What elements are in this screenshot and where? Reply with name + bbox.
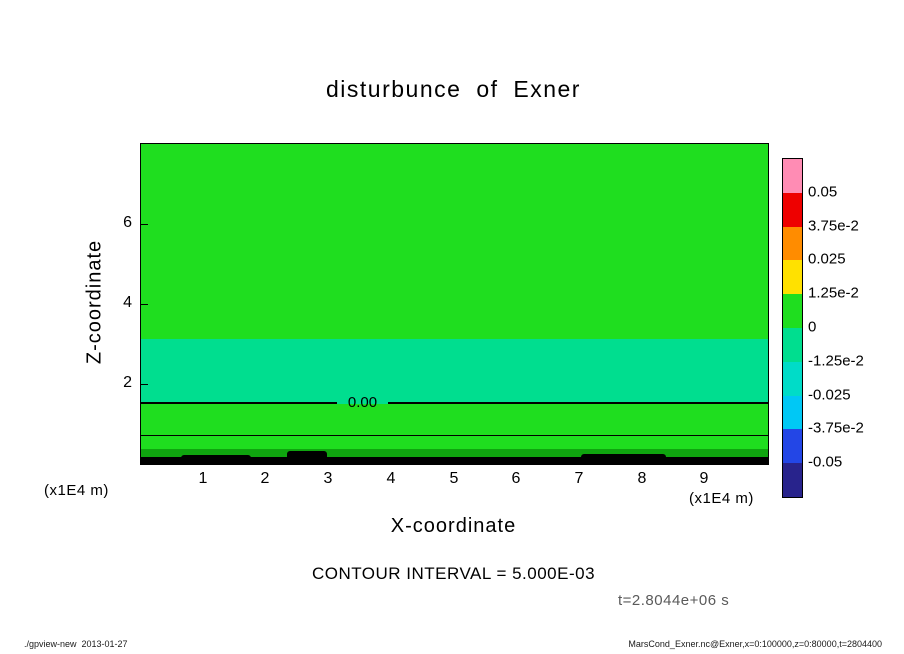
x-tick-mark xyxy=(204,457,205,464)
x-unit-label-right: (x1E4 m) xyxy=(689,490,754,507)
x-tick-label: 7 xyxy=(574,470,584,487)
y-tick-mark xyxy=(141,304,148,305)
shade-band-upper xyxy=(141,144,768,339)
colorbar-label: 3.75e-2 xyxy=(808,217,859,235)
surface-black-blob xyxy=(181,455,251,458)
y-tick-mark xyxy=(141,224,148,225)
time-caption: t=2.8044e+06 s xyxy=(618,592,730,609)
x-tick-mark xyxy=(580,457,581,464)
x-tick-mark xyxy=(392,457,393,464)
x-tick-mark xyxy=(266,457,267,464)
plot-area: 0.00 xyxy=(140,143,769,465)
colorbar-label: -3.75e-2 xyxy=(808,419,864,437)
x-tick-label: 9 xyxy=(699,470,709,487)
colorbar-cell xyxy=(783,260,802,295)
y-tick-label: 2 xyxy=(123,374,132,391)
colorbar-label: 0 xyxy=(808,318,817,336)
colorbar-labels: 0.05 3.75e-2 0.025 1.25e-2 0 -1.25e-2 -0… xyxy=(808,158,900,496)
colorbar-label: -0.025 xyxy=(808,386,851,404)
x-tick-mark xyxy=(517,457,518,464)
contour-line-minus-005 xyxy=(141,435,768,436)
x-tick-mark xyxy=(455,457,456,464)
x-tick-label: 1 xyxy=(198,470,208,487)
footer-program-date: ./gpview-new 2013-01-27 xyxy=(24,639,128,649)
y-tick-label: 6 xyxy=(123,214,132,231)
colorbar-cell xyxy=(783,429,802,464)
x-axis-tick-labels: 1 2 3 4 5 6 7 8 9 xyxy=(140,469,767,489)
colorbar-cell xyxy=(783,159,802,193)
colorbar-cell xyxy=(783,395,802,430)
colorbar-label: 1.25e-2 xyxy=(808,284,859,302)
y-axis-title: Z-coordinate xyxy=(83,239,106,365)
y-tick-mark xyxy=(141,384,148,385)
colorbar-label: 0.025 xyxy=(808,250,846,268)
plot-title: disturbunce of Exner xyxy=(326,76,581,102)
colorbar-cell xyxy=(783,294,802,328)
x-tick-mark xyxy=(643,457,644,464)
surface-black-blob xyxy=(581,454,666,458)
zero-contour-label: 0.00 xyxy=(347,394,378,411)
x-tick-label: 4 xyxy=(386,470,396,487)
shade-band-middle xyxy=(141,339,768,404)
y-tick-label: 4 xyxy=(123,294,132,311)
contour-interval-caption: CONTOUR INTERVAL = 5.000E-03 xyxy=(311,564,596,583)
colorbar-label: -1.25e-2 xyxy=(808,352,864,370)
colorbar-cell xyxy=(783,226,802,261)
footer-data-source: MarsCond_Exner.nc@Exner,x=0:100000,z=0:8… xyxy=(628,639,882,649)
x-unit-label-left: (x1E4 m) xyxy=(44,482,109,499)
x-tick-mark xyxy=(705,457,706,464)
zero-contour-line xyxy=(141,402,337,404)
zero-contour-line xyxy=(388,402,768,404)
shade-band-surface-black xyxy=(141,457,768,464)
colorbar-label: 0.05 xyxy=(808,183,838,201)
x-tick-label: 2 xyxy=(260,470,270,487)
x-tick-label: 8 xyxy=(637,470,647,487)
surface-black-blob xyxy=(287,451,327,458)
x-tick-label: 3 xyxy=(323,470,333,487)
colorbar-cell xyxy=(783,327,802,362)
shade-band-dark-green xyxy=(141,449,768,458)
y-axis-tick-labels: 6 4 2 xyxy=(104,143,132,463)
colorbar-cell xyxy=(783,192,802,227)
colorbar xyxy=(782,158,803,498)
x-tick-mark xyxy=(329,457,330,464)
x-axis-title: X-coordinate xyxy=(390,515,517,537)
colorbar-label: -0.05 xyxy=(808,453,843,471)
colorbar-cell xyxy=(783,463,802,497)
colorbar-cell xyxy=(783,361,802,396)
x-tick-label: 5 xyxy=(449,470,459,487)
x-tick-label: 6 xyxy=(511,470,521,487)
